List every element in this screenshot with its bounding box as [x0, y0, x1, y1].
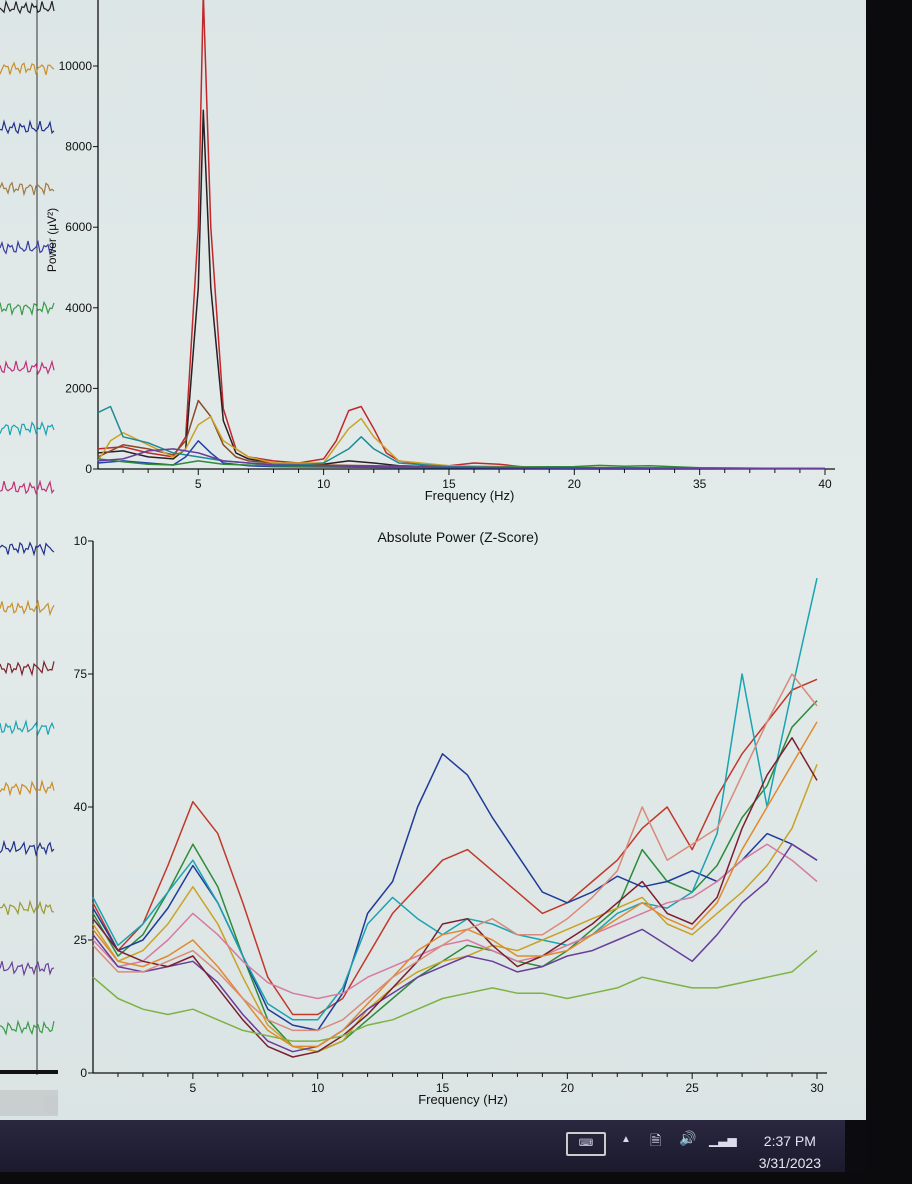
eeg-trace [0, 479, 55, 495]
series-line-6 [92, 843, 818, 1053]
eeg-trace [0, 421, 55, 437]
eeg-trace [0, 719, 55, 736]
eeg-trace-panel [0, 0, 58, 1116]
x-tick-label: 10 [311, 1081, 325, 1095]
y-tick-label: 0 [80, 1066, 87, 1080]
show-hidden-icons-arrow[interactable]: ▲ [621, 1134, 631, 1145]
series-line-0 [97, 0, 826, 470]
y-tick-label: 25 [74, 933, 88, 947]
eeg-trace [0, 839, 55, 857]
panel-bottom-bar [0, 1070, 58, 1074]
clock[interactable]: 2:37 PM 3/31/2023 [759, 1130, 821, 1174]
eeg-trace [0, 0, 55, 15]
screen: 5 10 15 20 35 40 0 2000 4000 6000 8000 10000 Frequen… [0, 0, 866, 1120]
y-tick-label: 40 [74, 800, 88, 814]
x-tick-label: 15 [436, 1081, 450, 1095]
y-tick-label: 10 [74, 534, 88, 548]
x-axis-label: Frequency (Hz) [425, 488, 515, 503]
taskbar: ⌨ ▲ 🗎 🔊 ▁▃▅ 2:37 PM 3/31/2023 [0, 1120, 845, 1172]
series-line-2 [92, 753, 818, 1032]
y-tick-label: 2000 [65, 381, 92, 395]
eeg-trace [0, 239, 55, 256]
eeg-trace [0, 659, 55, 677]
series-line-8 [92, 950, 818, 1042]
clock-date: 3/31/2023 [758, 1155, 821, 1171]
x-tick-label: 40 [818, 477, 832, 491]
chart-title: Absolute Power (Z-Score) [377, 529, 538, 545]
series-line-7 [97, 448, 826, 470]
x-tick-label: 20 [568, 477, 582, 491]
y-tick-label: 10000 [59, 59, 93, 73]
series-line-7 [92, 737, 818, 1058]
series-line-9 [92, 721, 818, 1048]
x-tick-label: 5 [195, 477, 202, 491]
eeg-trace [0, 1019, 55, 1036]
eeg-trace [0, 541, 55, 557]
power-spectrum-chart: 5 10 15 20 35 40 0 2000 4000 6000 8000 10000 Frequen… [45, 0, 835, 503]
series-line-3 [92, 578, 818, 1021]
series-line-0 [92, 678, 818, 1016]
x-tick-label: 30 [810, 1081, 824, 1095]
y-tick-label: 0 [85, 462, 92, 476]
keyboard-icon[interactable]: ⌨ [566, 1132, 606, 1156]
series-line-4 [92, 764, 818, 1053]
series-line-4 [97, 405, 826, 470]
x-tick-label: 10 [317, 477, 331, 491]
scroll-right-arrow[interactable] [44, 1096, 58, 1114]
y-tick-label: 75 [74, 667, 88, 681]
y-tick-label: 4000 [65, 301, 92, 315]
y-tick-label: 8000 [65, 140, 92, 154]
eeg-trace [0, 359, 55, 376]
zscore-chart: 5 10 15 20 25 30 0 25 40 75 10 Frequency (Hz) Absolu… [74, 529, 827, 1107]
eeg-trace [0, 779, 55, 797]
speaker-icon[interactable]: 🔊 [679, 1130, 697, 1146]
monitor-bezel-bottom [0, 1172, 912, 1184]
series-line-3 [97, 415, 826, 470]
clock-time: 2:37 PM [763, 1133, 816, 1149]
x-axis-label: Frequency (Hz) [418, 1092, 508, 1107]
x-tick-label: 20 [561, 1081, 575, 1095]
eeg-trace [0, 181, 55, 197]
x-tick-label: 5 [190, 1081, 197, 1095]
x-tick-label: 35 [693, 477, 707, 491]
eeg-trace [0, 61, 55, 76]
y-tick-label: 6000 [65, 220, 92, 234]
eeg-trace [0, 300, 55, 317]
signal-icon[interactable]: ▁▃▅ [709, 1133, 737, 1147]
series-line-5 [92, 843, 818, 1000]
charts-area: 5 10 15 20 35 40 0 2000 4000 6000 8000 10000 Frequen… [45, 0, 835, 1107]
y-axis-label: Power (µV²) [45, 208, 59, 272]
eeg-trace [0, 960, 55, 977]
eeg-trace [0, 599, 55, 617]
eeg-trace [0, 899, 55, 916]
series-line-1 [92, 700, 818, 1053]
monitor-bezel [866, 0, 912, 1184]
series-line-1 [97, 109, 826, 470]
eeg-trace [0, 119, 55, 135]
action-center-icon[interactable]: 🗎 [650, 1132, 662, 1148]
series-line-10 [92, 673, 818, 1032]
x-tick-label: 25 [685, 1081, 699, 1095]
x-tick-label: 15 [442, 477, 456, 491]
